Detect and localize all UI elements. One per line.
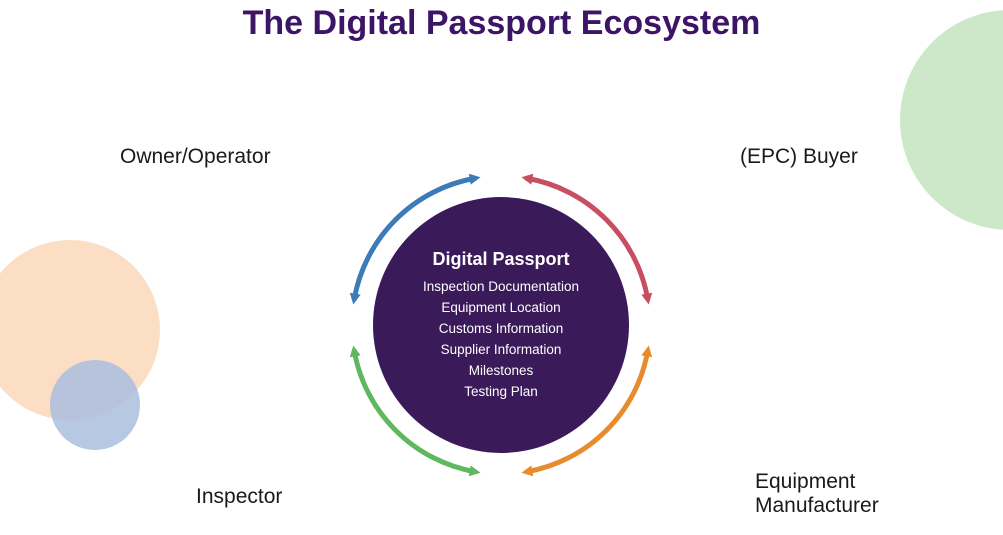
center-line: Supplier Information	[441, 339, 562, 360]
stakeholder-label-line: Owner/Operator	[120, 145, 271, 169]
stakeholder-owner-operator: Owner/Operator	[120, 145, 271, 169]
stakeholder-label-line: Equipment	[755, 470, 879, 494]
stakeholder-epc-buyer: (EPC) Buyer	[740, 145, 858, 169]
stakeholder-inspector: Inspector	[196, 485, 282, 509]
center-line: Testing Plan	[464, 381, 538, 402]
center-line: Equipment Location	[441, 297, 560, 318]
stakeholder-label-line: (EPC) Buyer	[740, 145, 858, 169]
center-header: Digital Passport	[432, 249, 569, 270]
center-line: Milestones	[469, 360, 534, 381]
center-line: Customs Information	[439, 318, 564, 339]
stakeholder-label-line: Manufacturer	[755, 494, 879, 518]
deco-circle	[50, 360, 140, 450]
deco-circle	[900, 10, 1003, 230]
stakeholder-label-line: Inspector	[196, 485, 282, 509]
stakeholder-equipment-manufacturer: EquipmentManufacturer	[755, 470, 879, 518]
center-circle: Digital Passport Inspection Documentatio…	[373, 197, 629, 453]
center-line: Inspection Documentation	[423, 276, 579, 297]
